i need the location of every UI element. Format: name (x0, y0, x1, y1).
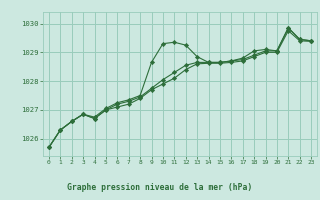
Text: Graphe pression niveau de la mer (hPa): Graphe pression niveau de la mer (hPa) (68, 183, 252, 192)
